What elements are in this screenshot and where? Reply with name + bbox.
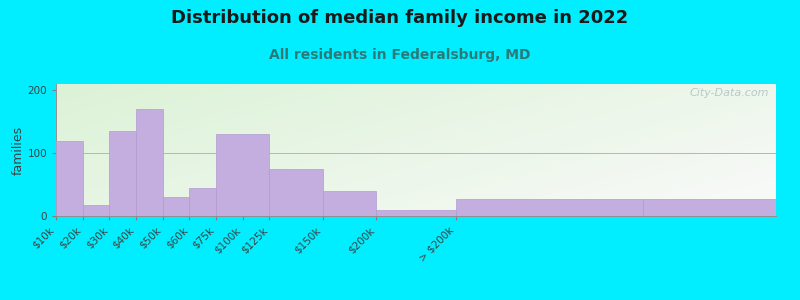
- Text: Distribution of median family income in 2022: Distribution of median family income in …: [171, 9, 629, 27]
- Bar: [216, 134, 270, 216]
- Text: All residents in Federalsburg, MD: All residents in Federalsburg, MD: [270, 48, 530, 62]
- Bar: [110, 131, 136, 216]
- Bar: [376, 210, 456, 216]
- Bar: [136, 109, 162, 216]
- Bar: [642, 199, 776, 216]
- Bar: [322, 191, 376, 216]
- Bar: [82, 205, 110, 216]
- Bar: [162, 197, 190, 216]
- Bar: [270, 169, 322, 216]
- Bar: [56, 141, 82, 216]
- Bar: [190, 188, 216, 216]
- Y-axis label: families: families: [11, 125, 25, 175]
- Text: City-Data.com: City-Data.com: [690, 88, 769, 98]
- Bar: [456, 199, 642, 216]
